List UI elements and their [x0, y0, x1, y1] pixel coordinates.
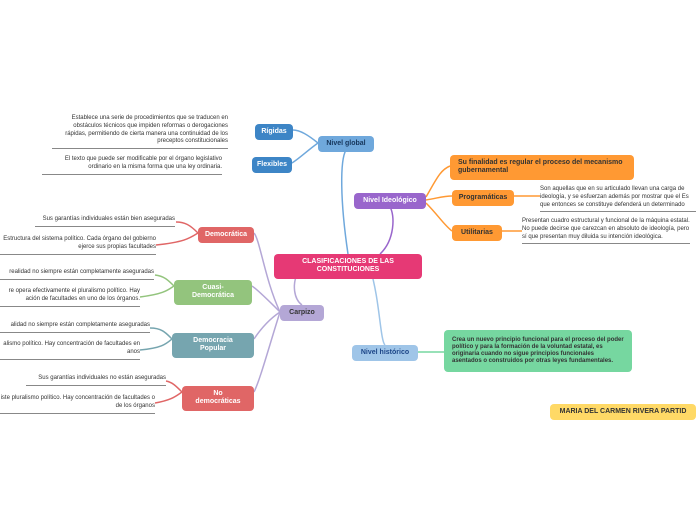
nodemo-node: No democráticas [182, 386, 254, 411]
rigidas-desc: Establece una serie de procedimientos qu… [52, 115, 228, 149]
cuasi-desc-0: realidad no siempre están completamente … [0, 269, 154, 280]
cuasi-node: Cuasi-Democrática [174, 280, 252, 305]
center-node: CLASIFICACIONES DE LAS CONSTITUCIONES [274, 254, 422, 279]
carpizo-node: Carpizo [280, 305, 324, 321]
popular-desc-0: alidad no siempre están completamente as… [0, 322, 150, 333]
flexibles-node: Flexibles [252, 157, 292, 173]
nivel-historico-desc: Crea un nuevo principio funcional para e… [444, 330, 632, 372]
author-node: MARIA DEL CARMEN RIVERA PARTID [550, 404, 696, 420]
popular-node: Democracia Popular [172, 333, 254, 358]
programaticas-node: Programáticas [452, 190, 514, 206]
popular-desc-1: alismo político. Hay concentración de fa… [0, 341, 140, 360]
democratica-desc-0: Sus garantías individuales están bien as… [35, 216, 175, 227]
finalidad-box: Su finalidad es regular el proceso del m… [450, 155, 634, 180]
nivel-global-node: Nivel global [318, 136, 374, 152]
nodemo-desc-1: iste pluralismo político. Hay concentrac… [0, 395, 155, 414]
flexibles-desc: El texto que puede ser modificable por e… [42, 156, 222, 175]
cuasi-desc-1: re opera efectivamente el pluralismo pol… [0, 288, 140, 307]
utilitarias-desc: Presentan cuadro estructural y funcional… [522, 218, 690, 244]
democratica-desc-1: Estructura del sistema político. Cada ór… [0, 236, 156, 255]
nivel-ideologico-node: Nivel Ideológico [354, 193, 426, 209]
nivel-historico-node: Nivel histórico [352, 345, 418, 361]
programaticas-desc: Son aquellas que en su articulado llevan… [540, 186, 696, 212]
nodemo-desc-0: Sus garantías individuales no están aseg… [26, 375, 166, 386]
rigidas-node: Rígidas [255, 124, 293, 140]
utilitarias-node: Utilitarias [452, 225, 502, 241]
democratica-node: Democrática [198, 227, 254, 243]
